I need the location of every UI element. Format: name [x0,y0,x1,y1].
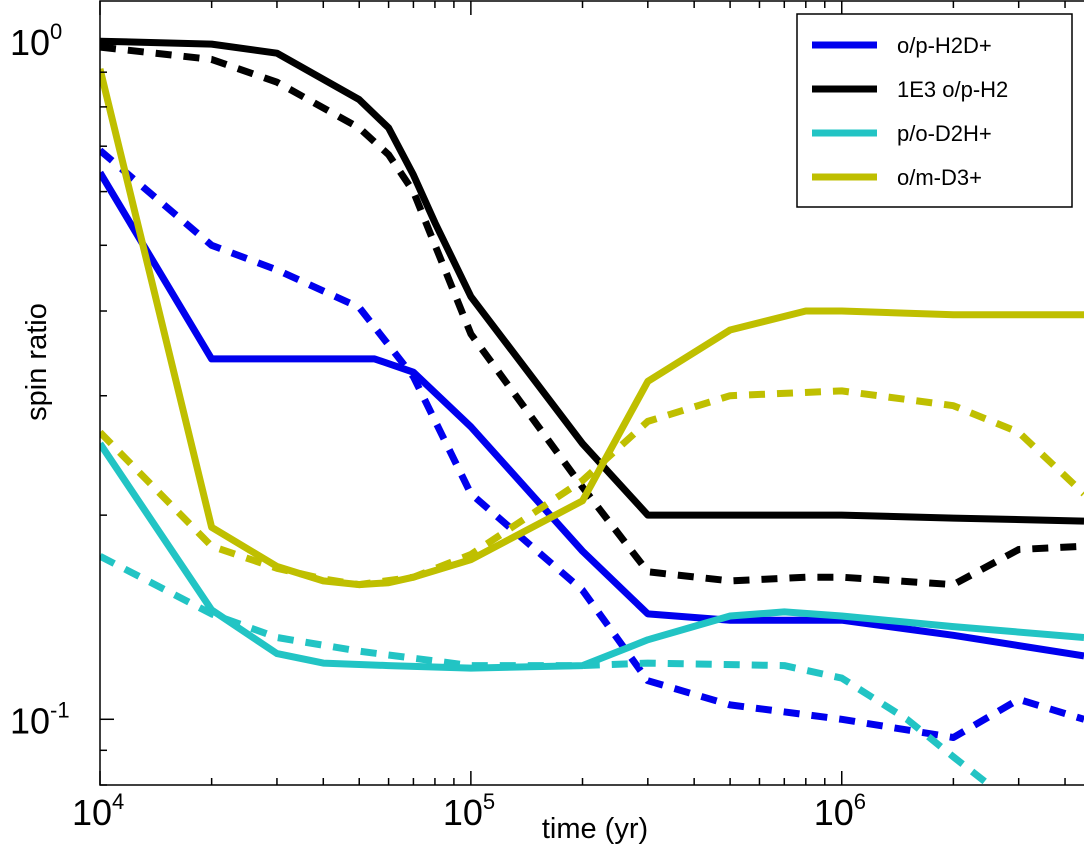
series-line-4-dashed [100,43,1084,589]
legend-label: p/o-D2H+ [897,121,992,146]
x-tick-label-exp: 4 [112,789,124,814]
y-tick-label: 10 -1 [10,697,70,741]
series-line-2-dashed [100,147,1084,741]
legend-entry: 1E3 o/p-H2 [812,77,1008,102]
x-tick-label-exp: 6 [854,789,866,814]
x-tick-label: 10 6 [814,789,866,833]
y-tick-label-exp: 0 [50,19,62,44]
x-tick-label-base: 10 [443,792,483,833]
legend-label: o/m-D3+ [897,165,982,190]
x-tick-label: 10 4 [72,789,124,833]
x-axis-title: time (yr) [542,813,648,845]
x-tick-label-exp: 5 [483,789,495,814]
series-line-5-solid [100,441,1084,672]
x-tick-label: 10 5 [443,789,495,833]
legend-entry: o/p-H2D+ [812,33,992,58]
axes-layer [99,0,1084,786]
y-axis-title: spin ratio [21,303,53,421]
plot-frame [99,0,1084,786]
tick-label-layer: 10 4 10 5 10 610 010 -1 [10,19,866,833]
y-tick-label-exp: -1 [50,697,70,722]
series-line-3-solid [100,37,1084,525]
legend-entry: o/m-D3+ [812,165,982,190]
series-line-1-solid [100,170,1084,660]
y-tick-label: 10 0 [10,19,62,63]
series-line-7-solid [100,68,1084,589]
y-tick-label-base: 10 [10,700,50,741]
series-line-8-dashed [100,387,1084,589]
legend-entry: p/o-D2H+ [812,121,992,146]
series-line-6-dashed [100,553,992,785]
series-layer [100,37,1084,785]
x-tick-label-base: 10 [72,792,112,833]
legend-label: o/p-H2D+ [897,33,992,58]
legend-label: 1E3 o/p-H2 [897,77,1008,102]
y-tick-label-base: 10 [10,22,50,63]
x-tick-label-base: 10 [814,792,854,833]
legend: o/p-H2D+ 1E3 o/p-H2 p/o-D2H+ o/m-D3+ [796,13,1073,208]
